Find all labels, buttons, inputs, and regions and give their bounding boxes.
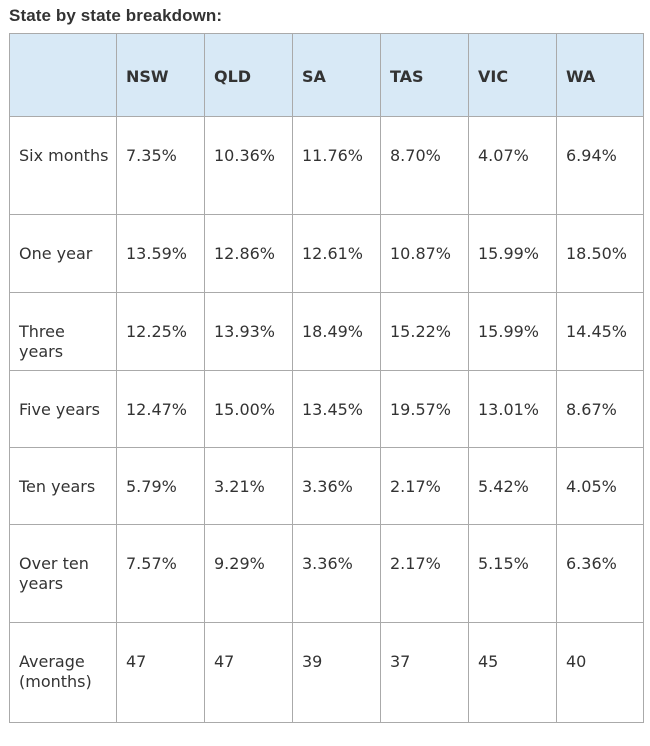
- table-row: Ten years 5.79% 3.21% 3.36% 2.17% 5.42% …: [9, 447, 644, 525]
- row-label: One year: [9, 214, 117, 293]
- table-cell: 15.22%: [380, 292, 469, 371]
- table-cell: 11.76%: [292, 116, 381, 215]
- table-cell: 10.36%: [204, 116, 293, 215]
- table-cell: 39: [292, 622, 381, 723]
- table-cell: 15.99%: [468, 292, 557, 371]
- table-cell: 3.36%: [292, 447, 381, 525]
- table-cell: 47: [116, 622, 205, 723]
- table-cell: 9.29%: [204, 524, 293, 623]
- column-header-vic: VIC: [468, 33, 557, 117]
- table-cell: 45: [468, 622, 557, 723]
- table-cell: 3.36%: [292, 524, 381, 623]
- table-cell: 13.45%: [292, 370, 381, 448]
- table-cell: 12.25%: [116, 292, 205, 371]
- table-cell: 18.50%: [556, 214, 644, 293]
- header-row: NSW QLD SA TAS VIC WA: [9, 33, 644, 117]
- table-cell: 18.49%: [292, 292, 381, 371]
- row-label: Over ten years: [9, 524, 117, 623]
- table-row: Over ten years 7.57% 9.29% 3.36% 2.17% 5…: [9, 524, 644, 623]
- table-cell: 15.00%: [204, 370, 293, 448]
- table-cell: 12.86%: [204, 214, 293, 293]
- table-cell: 2.17%: [380, 524, 469, 623]
- table-cell: 14.45%: [556, 292, 644, 371]
- row-label: Average (months): [9, 622, 117, 723]
- table-cell: 8.70%: [380, 116, 469, 215]
- table-cell: 13.59%: [116, 214, 205, 293]
- table-cell: 40: [556, 622, 644, 723]
- table-cell: 7.57%: [116, 524, 205, 623]
- table-cell: 12.47%: [116, 370, 205, 448]
- table-cell: 4.07%: [468, 116, 557, 215]
- table-cell: 8.67%: [556, 370, 644, 448]
- table-row: Six months 7.35% 10.36% 11.76% 8.70% 4.0…: [9, 116, 644, 215]
- table-cell: 13.01%: [468, 370, 557, 448]
- table-cell: 4.05%: [556, 447, 644, 525]
- table-cell: 19.57%: [380, 370, 469, 448]
- table-cell: 37: [380, 622, 469, 723]
- table-cell: 2.17%: [380, 447, 469, 525]
- column-header-qld: QLD: [204, 33, 293, 117]
- table-cell: 6.94%: [556, 116, 644, 215]
- table-row: One year 13.59% 12.86% 12.61% 10.87% 15.…: [9, 214, 644, 293]
- table-cell: 13.93%: [204, 292, 293, 371]
- table-row: Three years 12.25% 13.93% 18.49% 15.22% …: [9, 292, 644, 371]
- table-cell: 7.35%: [116, 116, 205, 215]
- row-label: Ten years: [9, 447, 117, 525]
- column-header-tas: TAS: [380, 33, 469, 117]
- row-label: Six months: [9, 116, 117, 215]
- table-cell: 47: [204, 622, 293, 723]
- row-label: Three years: [9, 292, 117, 371]
- table-cell: 5.15%: [468, 524, 557, 623]
- table-cell: 3.21%: [204, 447, 293, 525]
- column-header-wa: WA: [556, 33, 644, 117]
- row-label: Five years: [9, 370, 117, 448]
- table-row: Five years 12.47% 15.00% 13.45% 19.57% 1…: [9, 370, 644, 448]
- column-header-nsw: NSW: [116, 33, 205, 117]
- table-cell: 6.36%: [556, 524, 644, 623]
- column-header-empty: [9, 33, 117, 117]
- state-breakdown-table: NSW QLD SA TAS VIC WA Six months 7.35% 1…: [9, 33, 644, 723]
- table-cell: 5.79%: [116, 447, 205, 525]
- page-title: State by state breakdown:: [9, 6, 223, 25]
- table-cell: 12.61%: [292, 214, 381, 293]
- table-cell: 5.42%: [468, 447, 557, 525]
- table-row: Average (months) 47 47 39 37 45 40: [9, 622, 644, 723]
- column-header-sa: SA: [292, 33, 381, 117]
- table-cell: 15.99%: [468, 214, 557, 293]
- table-cell: 10.87%: [380, 214, 469, 293]
